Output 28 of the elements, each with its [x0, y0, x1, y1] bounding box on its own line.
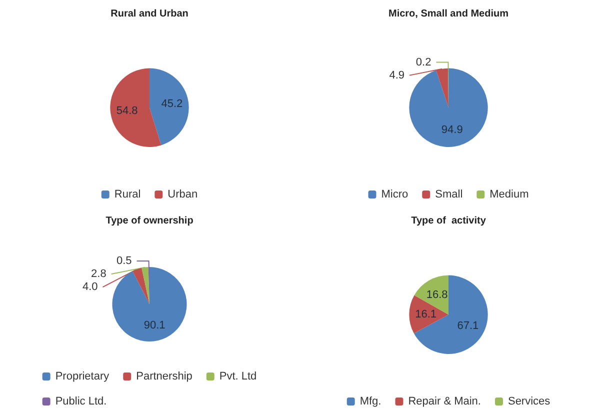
- data-label: 4.0: [82, 281, 98, 294]
- legend-label: Proprietary: [55, 370, 110, 382]
- data-label: 67.1: [457, 320, 479, 332]
- chart-title: Micro, Small and Medium: [388, 8, 509, 20]
- data-label: 90.1: [144, 319, 166, 332]
- data-label: 45.2: [161, 98, 183, 110]
- chart-title: Type of activity: [411, 216, 486, 226]
- chart-title: Type of ownership: [106, 216, 194, 226]
- data-label: 94.9: [441, 124, 463, 136]
- legend-label: Mfg.: [360, 396, 382, 408]
- data-label: 4.9: [389, 69, 405, 82]
- legend-label: Small: [435, 188, 463, 200]
- data-label: 2.8: [91, 268, 106, 280]
- data-label: 16.8: [426, 289, 448, 302]
- data-label: 54.8: [116, 105, 138, 118]
- data-label: 0.5: [116, 255, 132, 268]
- legend-label: Services: [508, 396, 551, 408]
- legend-label: Partnership: [136, 370, 192, 382]
- legend-label: Micro: [381, 188, 408, 200]
- legend-label: Pvt. Ltd: [219, 370, 257, 382]
- data-label: 16.1: [415, 308, 437, 320]
- legend-label: Repair & Main.: [408, 396, 481, 408]
- legend-label: Medium: [490, 188, 529, 200]
- data-label: 0.2: [416, 56, 432, 68]
- legend-label: Urban: [168, 188, 198, 200]
- legend-label: Public Ltd.: [55, 396, 107, 408]
- legend-label: Rural: [114, 188, 141, 200]
- chart-title: Rural and Urban: [110, 8, 188, 20]
